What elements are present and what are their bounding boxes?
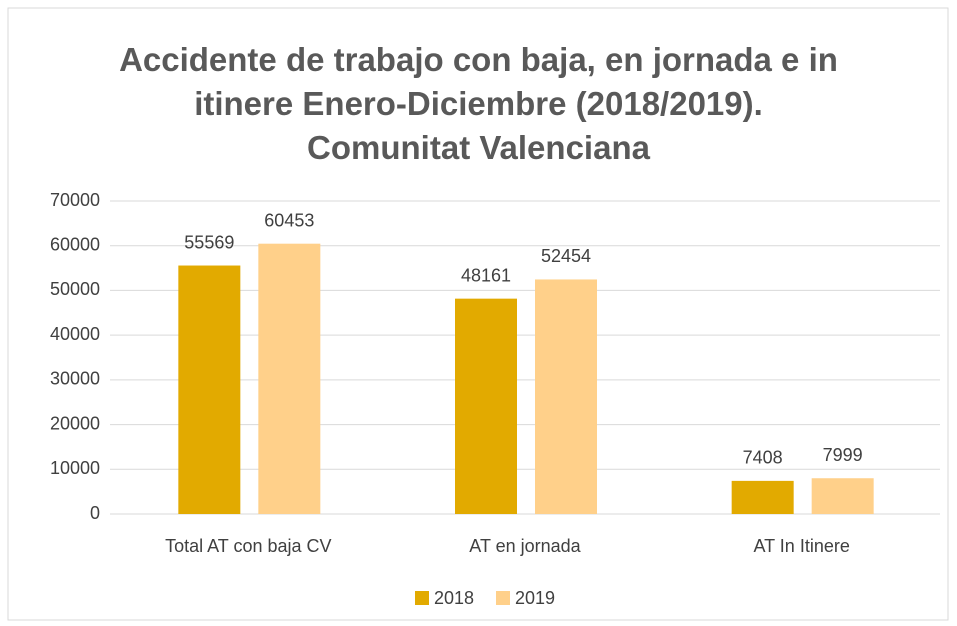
- x-tick-label: AT In Itinere: [753, 536, 849, 556]
- x-tick-label: Total AT con baja CV: [165, 536, 331, 556]
- y-tick-label: 30000: [50, 369, 100, 389]
- bar: [178, 265, 241, 514]
- y-tick-label: 50000: [50, 279, 100, 299]
- y-tick-label: 40000: [50, 324, 100, 344]
- chart-title: Accidente de trabajo con baja, en jornad…: [119, 41, 838, 166]
- y-tick-label: 60000: [50, 234, 100, 254]
- value-label: 48161: [461, 265, 511, 285]
- y-tick-label: 10000: [50, 458, 100, 478]
- y-tick-label: 70000: [50, 190, 100, 210]
- value-label: 52454: [541, 246, 591, 266]
- y-tick-label: 20000: [50, 413, 100, 433]
- bar: [731, 480, 794, 514]
- legend-swatch: [415, 591, 429, 605]
- bar: [455, 298, 517, 514]
- legend-label: 2019: [515, 588, 555, 608]
- value-label: 7408: [743, 448, 783, 468]
- value-label: 7999: [823, 445, 863, 465]
- value-label: 55569: [184, 232, 234, 252]
- bar: [811, 478, 874, 514]
- bar: [535, 279, 597, 514]
- y-tick-label: 0: [90, 503, 100, 523]
- legend-label: 2018: [434, 588, 474, 608]
- x-tick-label: AT en jornada: [469, 536, 581, 556]
- bar: [258, 243, 321, 515]
- value-label: 60453: [264, 210, 314, 230]
- legend-swatch: [496, 591, 510, 605]
